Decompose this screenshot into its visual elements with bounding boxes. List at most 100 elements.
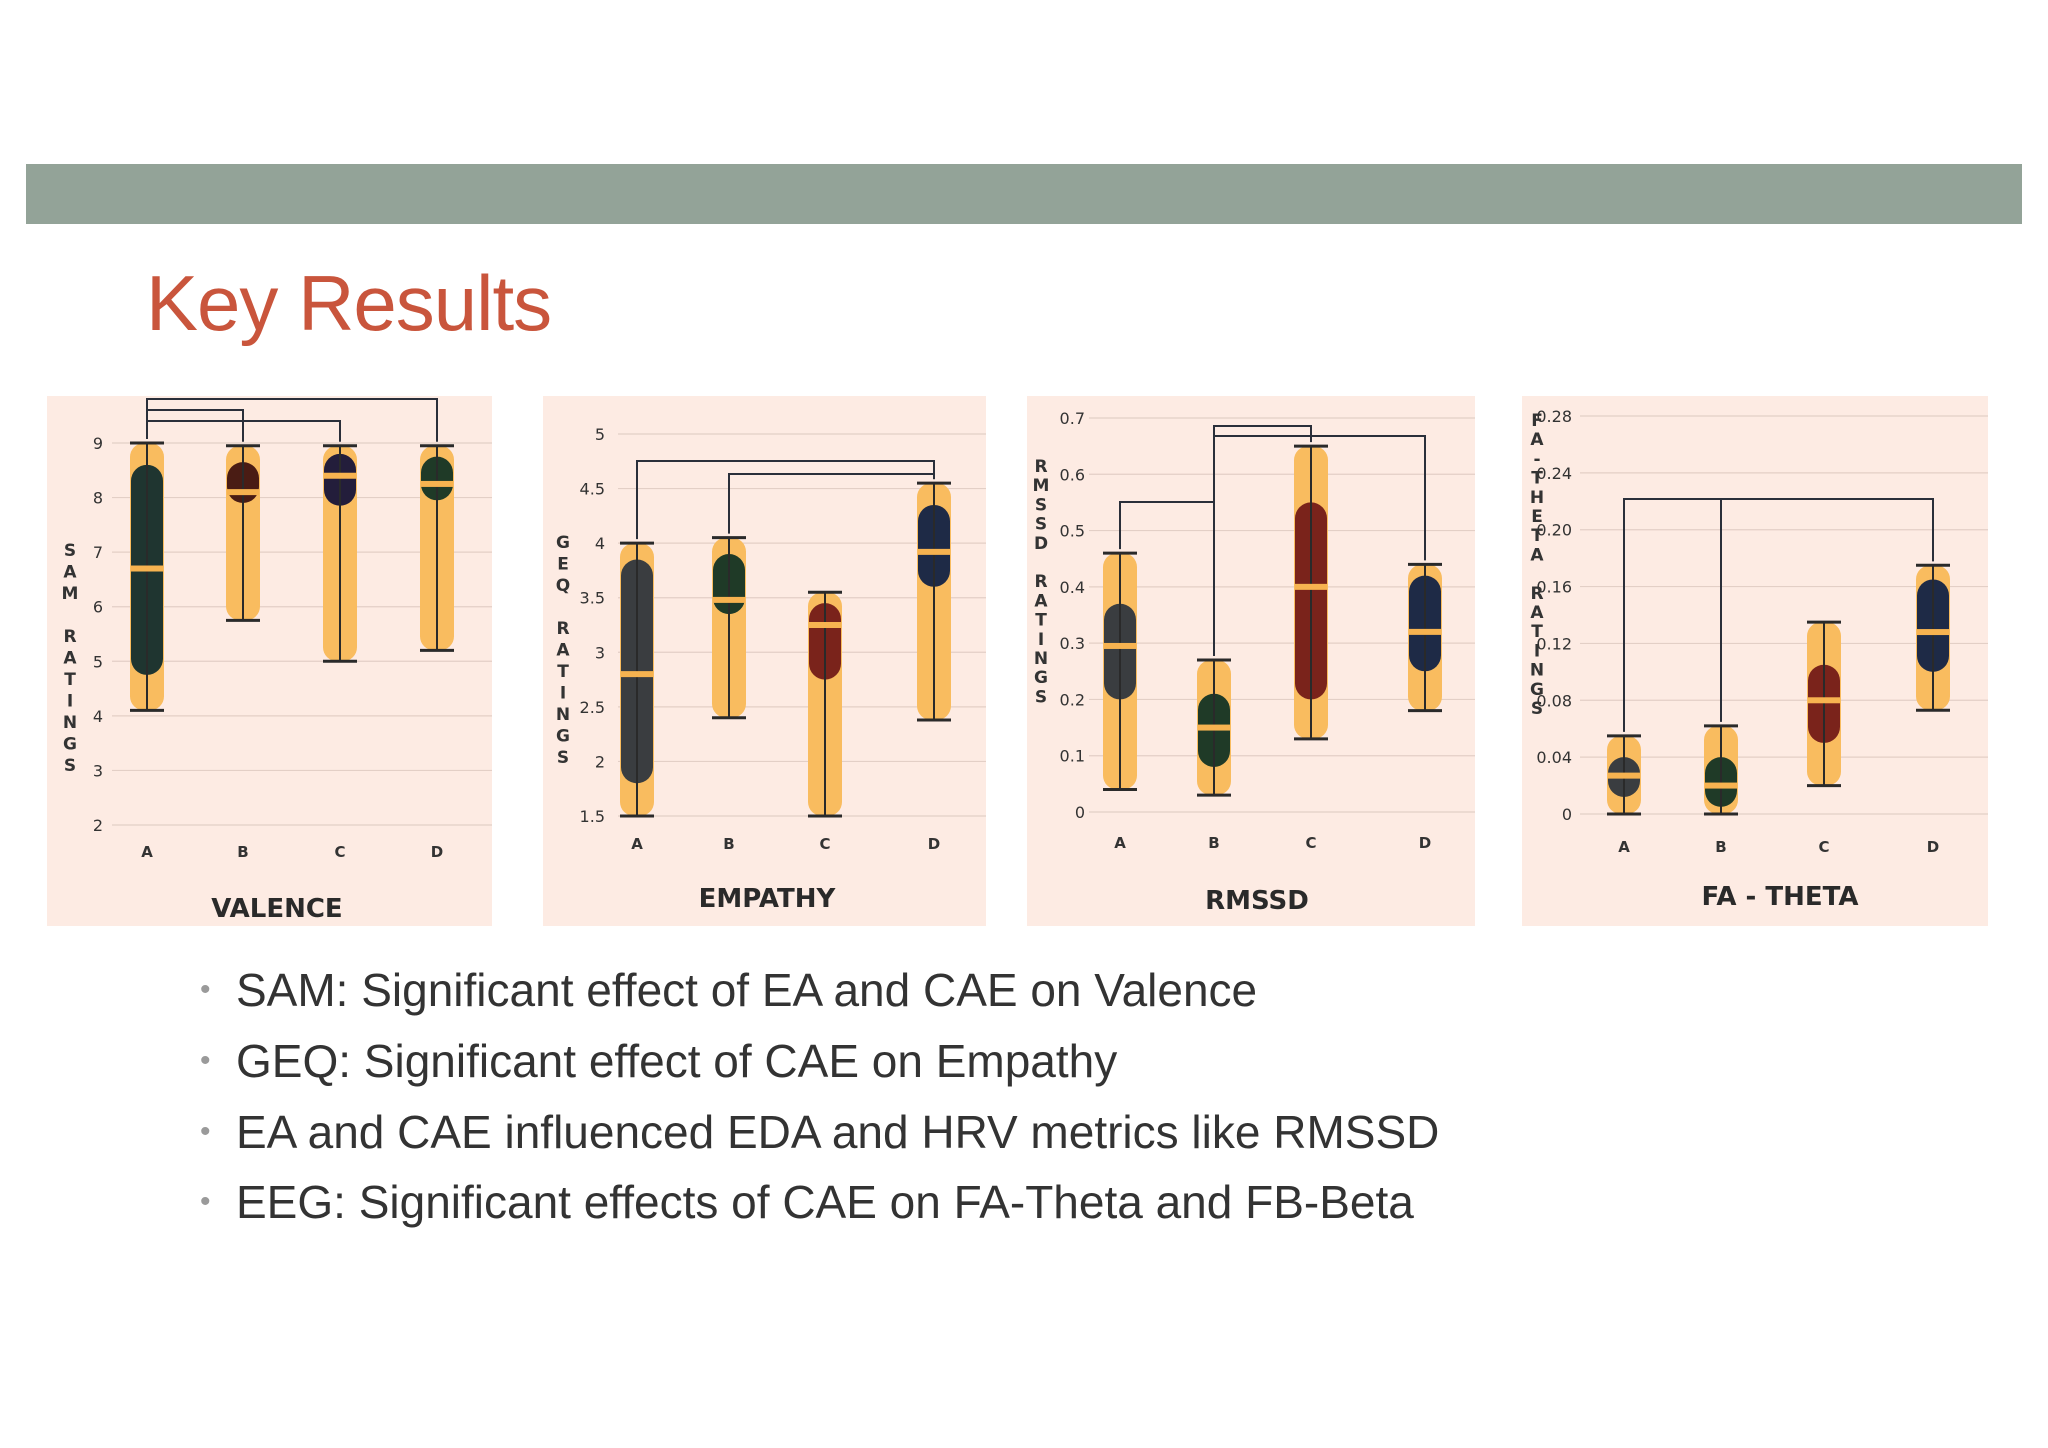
y-axis-label-letter: S	[64, 541, 76, 561]
y-axis-label-letter: T	[557, 662, 569, 682]
y-axis-label-letter: D	[1034, 534, 1048, 554]
y-axis-label-letter: A	[556, 641, 570, 661]
y-tick-label: 0.3	[1060, 634, 1085, 653]
y-axis-label-letter: S	[1035, 515, 1047, 535]
significance-bracket	[146, 420, 341, 442]
y-tick-label: 4	[595, 534, 605, 553]
box-d	[1408, 562, 1442, 713]
y-axis-label-letter: M	[1033, 476, 1050, 496]
y-axis-label-letter: G	[1034, 668, 1048, 688]
y-axis-label-letter: A	[63, 649, 77, 669]
y-axis-label-letter: A	[1034, 591, 1048, 611]
y-axis-label-letter: E	[1531, 507, 1543, 527]
box-a	[1103, 551, 1137, 791]
y-tick-label: 0.2	[1060, 690, 1085, 709]
y-tick-label: 8	[93, 489, 103, 508]
median-line	[1808, 697, 1840, 704]
box-d	[1916, 563, 1950, 712]
y-tick-label: 0.12	[1536, 634, 1572, 653]
y-tick-label: 3	[93, 761, 103, 780]
bullet-item: • SAM: Significant effect of EA and CAE o…	[200, 955, 1439, 1025]
y-tick-label: 0.24	[1536, 464, 1572, 483]
y-tick-label: 0.04	[1536, 748, 1572, 767]
y-axis-label-letter: A	[1530, 430, 1544, 450]
y-axis-label-letter: R	[1530, 584, 1543, 604]
y-axis-label-letter: -	[1533, 449, 1540, 469]
median-line	[713, 596, 745, 603]
y-axis-label-letter: S	[64, 756, 76, 776]
bullet-item: • GEQ: Significant effect of CAE on Empat…	[200, 1025, 1439, 1097]
box-a	[620, 541, 654, 818]
box-a	[1607, 734, 1641, 816]
y-axis-label-letter: T	[1531, 622, 1543, 642]
box-b	[226, 444, 260, 622]
box-c	[808, 590, 842, 818]
significance-bracket	[1623, 498, 1934, 732]
x-tick-label: B	[723, 835, 734, 853]
y-tick-label: 3	[595, 643, 605, 662]
y-axis-label-letter: N	[1530, 661, 1544, 681]
y-tick-label: 2.5	[580, 698, 605, 717]
y-axis-label-letter: I	[560, 684, 566, 704]
bullet-dot: •	[200, 1185, 211, 1218]
y-axis-label-letter: E	[557, 555, 569, 575]
y-tick-label: 4.5	[580, 480, 605, 499]
bullet-dot: •	[200, 973, 211, 1006]
bullet-text: GEQ: Significant effect of CAE on Empath…	[236, 1035, 1118, 1087]
x-tick-label: B	[237, 843, 248, 861]
y-tick-label: 2	[93, 816, 103, 835]
y-tick-label: 4	[93, 707, 103, 726]
x-tick-label: D	[431, 843, 443, 861]
box-c	[323, 444, 357, 663]
x-tick-label: A	[141, 843, 153, 861]
x-tick-label: D	[928, 835, 940, 853]
bullet-dot: •	[200, 1044, 211, 1077]
y-axis-label-letter: G	[556, 727, 570, 747]
y-axis-label-letter: I	[1038, 630, 1044, 650]
median-line	[1608, 772, 1640, 779]
box-b	[1197, 658, 1231, 797]
y-tick-label: 0.08	[1536, 691, 1572, 710]
y-axis-label-letter: N	[1034, 649, 1048, 669]
y-tick-label: 0.5	[1060, 522, 1085, 541]
significance-bracket	[728, 473, 935, 534]
y-axis-label-letter: S	[557, 748, 569, 768]
chart-title: VALENCE	[211, 894, 342, 924]
y-axis-label-letter: N	[556, 705, 570, 725]
box-d	[917, 481, 951, 722]
y-axis-label-letter: T	[1531, 469, 1543, 489]
median-line	[1917, 629, 1949, 636]
x-tick-label: D	[1419, 834, 1431, 852]
box-c	[1807, 620, 1841, 788]
median-line	[421, 480, 453, 487]
x-tick-label: A	[631, 835, 643, 853]
y-tick-label: 9	[93, 434, 103, 453]
chart-panel-empathy: 1.5 2 2.5 3 3.5 4 4.5 5 G E Q R A T I N G S A B C D EMPATHY	[543, 396, 986, 926]
median-line	[131, 565, 163, 572]
median-line	[809, 622, 841, 628]
y-tick-label: 0.16	[1536, 578, 1572, 597]
y-tick-label: 5	[93, 652, 103, 671]
y-axis-label-letter: G	[63, 735, 77, 755]
y-tick-label: 3.5	[580, 589, 605, 608]
y-axis-label-letter: R	[1034, 457, 1047, 477]
slide-title: Key Results	[146, 259, 552, 347]
y-tick-label: 7	[93, 543, 103, 562]
significance-bracket	[636, 460, 935, 540]
y-tick-label: 0	[1075, 803, 1085, 822]
significance-bracket	[1213, 425, 1312, 657]
significance-bracket	[146, 409, 244, 442]
y-axis-label-letter: A	[63, 563, 77, 583]
y-axis-label-letter: N	[63, 713, 77, 733]
y-axis-label-letter: I	[67, 692, 73, 712]
chart-panel-valence: 2 3 4 5 6 7 8 9 S A M R A T I N G S A B C D VALENCE	[47, 396, 492, 926]
x-tick-label: C	[1818, 838, 1829, 856]
chart-panel-fa-theta: 0 0.04 0.08 0.12 0.16 0.20 0.24 0.28 F A - T H E T A R A T…	[1522, 396, 1988, 926]
box-a	[130, 441, 164, 712]
y-axis-label-letter: R	[1034, 572, 1047, 592]
chart-title: EMPATHY	[699, 884, 837, 914]
y-tick-label: 0.28	[1536, 407, 1572, 426]
box-c	[1294, 444, 1328, 741]
median-line	[1295, 583, 1327, 590]
